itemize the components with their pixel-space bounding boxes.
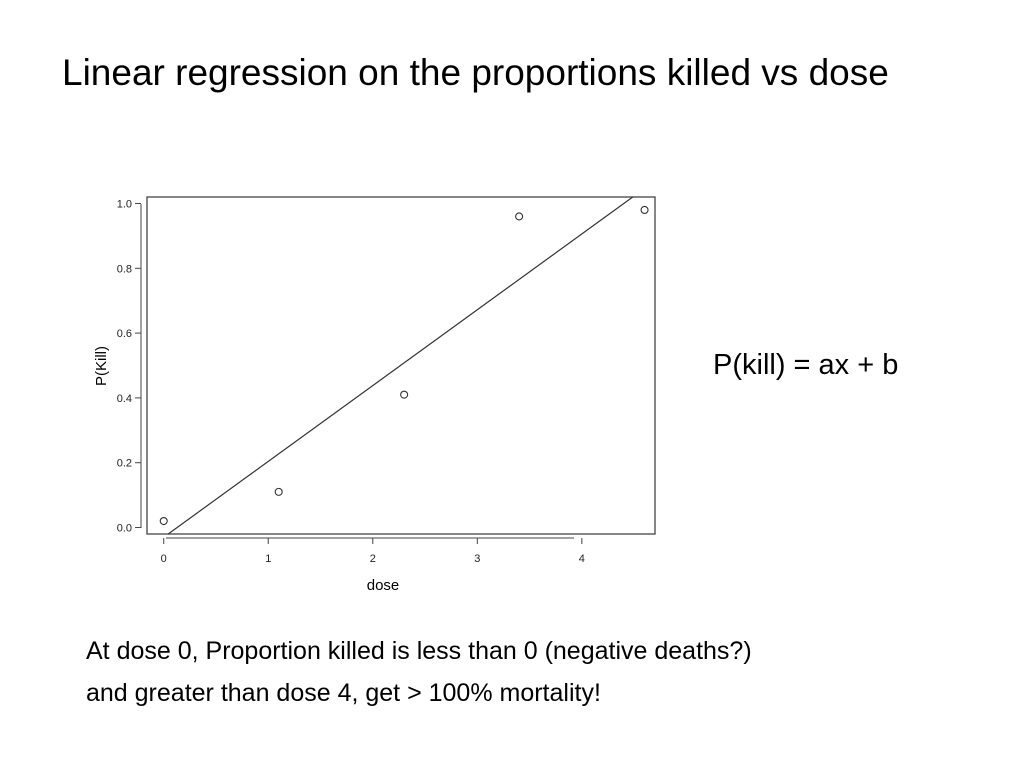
y-tick-label: 0.4	[117, 393, 132, 405]
x-tick-label: 4	[579, 553, 585, 565]
y-tick-label: 0.0	[117, 523, 132, 535]
note-line: At dose 0, Proportion killed is less tha…	[86, 637, 752, 665]
x-axis-label: dose	[367, 577, 400, 594]
chart-svg: 0.0 0.2 0.4 0.6 0.8 1.0 0 1 2 3 4 P(Kill) dose	[93, 196, 656, 594]
y-tick-label: 0.8	[117, 263, 132, 275]
plot-frame	[146, 196, 656, 535]
y-tick-label: 0.2	[117, 458, 132, 470]
slide-title: Linear regression on the proportions kil…	[62, 52, 889, 93]
data-point	[159, 516, 168, 526]
data-point	[400, 390, 409, 399]
x-tick-label: 2	[370, 553, 376, 565]
data-point	[640, 205, 649, 215]
data-points	[159, 205, 649, 526]
y-axis-label: P(Kill)	[93, 346, 110, 386]
scatter-chart: 0.0 0.2 0.4 0.6 0.8 1.0 0 1 2 3 4 P(Kill) dose	[80, 185, 680, 605]
x-ticks: 0 1 2 3 4	[161, 538, 585, 565]
y-tick-label: 0.6	[117, 328, 132, 340]
x-tick-label: 3	[474, 553, 480, 565]
note-line: and greater than dose 4, get > 100% mort…	[86, 679, 601, 707]
regression-line	[167, 196, 634, 535]
data-point	[515, 212, 524, 221]
data-point	[274, 487, 283, 496]
note-text: At dose 0, Proportion killed is less tha…	[86, 630, 986, 714]
y-ticks: 0.0 0.2 0.4 0.6 0.8 1.0	[117, 198, 141, 535]
y-tick-label: 1.0	[117, 198, 132, 210]
regression-equation: P(kill) = ax + b	[713, 349, 899, 381]
x-tick-label: 1	[265, 553, 271, 565]
x-tick-label: 0	[161, 553, 167, 565]
